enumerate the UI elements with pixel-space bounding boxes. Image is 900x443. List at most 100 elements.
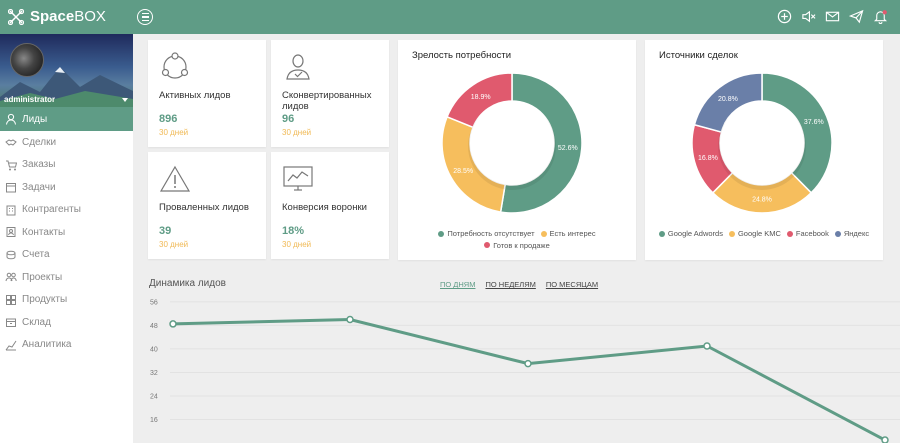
sidebar: administrator Лиды Сделки Заказы Задачи Конт… [0, 34, 133, 443]
sidebar-item-3[interactable]: Задачи [0, 176, 133, 199]
sidebar-item-8[interactable]: Продукты [0, 289, 133, 312]
sidebar-item-label: Склад [22, 316, 51, 328]
kpi-period: 30 дней [282, 240, 312, 249]
tab-by-months[interactable]: ПО МЕСЯЦАМ [545, 280, 599, 289]
legend-item[interactable]: Google Adwords [658, 228, 723, 239]
sidebar-item-label: Продукты [22, 294, 68, 306]
coins-icon [5, 249, 17, 261]
sidebar-item-0[interactable]: Лиды [0, 107, 133, 131]
donut-slice-label: 28.5% [453, 168, 473, 175]
send-icon[interactable] [849, 8, 864, 24]
calendar-icon [5, 181, 17, 193]
data-point[interactable] [881, 436, 889, 443]
legend-item[interactable]: Google KMC [728, 228, 781, 239]
legend-item[interactable]: Готов к продаже [484, 240, 550, 251]
handshake-icon [5, 136, 17, 148]
kpi-label: Проваленных лидов [159, 202, 249, 213]
legend-item[interactable]: Яндекс [834, 228, 869, 239]
sources-chart-card: Источники сделок 37.6% 24.8% 16.8% 20.8% Go… [645, 40, 883, 260]
maturity-donut-chart: 52.6% 28.5% 18.9% [441, 72, 583, 214]
sidebar-item-7[interactable]: Проекты [0, 266, 133, 289]
chart-legend: Google Adwords Google KMC Facebook Яндекс [655, 228, 873, 240]
y-tick-label: 40 [150, 346, 158, 353]
warning-icon [159, 165, 191, 192]
username[interactable]: administrator [4, 95, 56, 104]
sidebar-item-label: Аналитика [22, 339, 72, 351]
sidebar-item-2[interactable]: Заказы [0, 154, 133, 177]
app-logo[interactable]: SpaceBOX [0, 0, 133, 34]
donut-slice-label: 20.8% [718, 96, 738, 103]
legend-item[interactable]: Потребность отсутствует [438, 228, 535, 239]
user-icon [5, 113, 17, 125]
mute-icon[interactable] [801, 8, 816, 24]
bell-icon[interactable] [873, 8, 888, 24]
donut-slice-label: 52.6% [558, 145, 578, 152]
logo-text: SpaceBOX [30, 8, 106, 25]
cart-icon [5, 159, 17, 171]
donut-slice-label: 37.6% [804, 119, 824, 126]
sidebar-item-label: Счета [22, 249, 50, 261]
y-tick-label: 16 [150, 417, 158, 424]
y-tick-label: 56 [150, 299, 158, 306]
chart-title: Источники сделок [659, 50, 738, 61]
chart-legend: Потребность отсутствует Есть интерес Готов… [408, 228, 626, 251]
kpi-period: 30 дней [159, 128, 189, 137]
y-tick-label: 48 [150, 323, 158, 330]
building-icon [5, 204, 17, 216]
tab-by-days[interactable]: ПО ДНЯМ [440, 280, 476, 289]
donut-slice-label: 24.8% [752, 197, 772, 204]
plus-circle-icon[interactable] [777, 8, 792, 24]
kpi-period: 30 дней [159, 240, 189, 249]
contacts-icon [5, 226, 17, 238]
y-tick-label: 32 [150, 370, 158, 377]
sidebar-item-label: Контрагенты [22, 204, 81, 216]
data-point[interactable] [524, 359, 532, 368]
logo-icon [8, 9, 24, 25]
legend-item[interactable]: Есть интерес [540, 228, 596, 239]
kpi-card-funnel-conversion[interactable]: Конверсия воронки 18% 30 дней [271, 152, 389, 259]
user-panel: administrator [0, 34, 133, 107]
chart-title: Зрелость потребности [412, 50, 512, 61]
data-point[interactable] [346, 315, 354, 324]
sidebar-item-9[interactable]: Склад [0, 311, 133, 334]
kpi-value: 96 [282, 113, 295, 125]
sidebar-item-label: Контакты [22, 226, 66, 238]
avatar[interactable] [10, 43, 44, 77]
sidebar-item-5[interactable]: Контакты [0, 221, 133, 244]
sidebar-item-6[interactable]: Счета [0, 244, 133, 267]
mail-icon[interactable] [825, 8, 840, 24]
period-tabs: ПО ДНЯМ ПО НЕДЕЛЯМ ПО МЕСЯЦАМ [440, 280, 598, 289]
people-icon [5, 271, 17, 283]
legend-item[interactable]: Facebook [786, 228, 829, 239]
sidebar-item-label: Заказы [22, 159, 56, 171]
kpi-card-active-leads[interactable]: Активных лидов 896 30 дней [148, 40, 266, 147]
mountains-background [0, 67, 133, 107]
kpi-value: 896 [159, 113, 178, 125]
grid-icon [5, 294, 17, 306]
sidebar-item-label: Проекты [22, 271, 63, 283]
data-point[interactable] [169, 320, 177, 328]
kpi-period: 30 дней [282, 128, 312, 137]
data-point[interactable] [703, 342, 711, 350]
leads-line-chart: 56 48 40 32 24 16 [150, 299, 900, 443]
menu-toggle-icon[interactable] [137, 9, 153, 25]
cycle-icon [161, 52, 189, 79]
sidebar-nav: Лиды Сделки Заказы Задачи Контрагенты Контакт… [0, 107, 133, 356]
tab-by-weeks[interactable]: ПО НЕДЕЛЯМ [485, 280, 536, 289]
kpi-card-failed-leads[interactable]: Проваленных лидов 39 30 дней [148, 152, 266, 259]
user-check-icon [286, 54, 310, 80]
y-tick-label: 24 [150, 393, 158, 400]
sidebar-item-1[interactable]: Сделки [0, 131, 133, 154]
donut-slice-label: 16.8% [698, 155, 718, 162]
sidebar-item-10[interactable]: Аналитика [0, 334, 133, 357]
analytics-icon [5, 339, 17, 351]
series-line [172, 318, 886, 442]
sidebar-item-4[interactable]: Контрагенты [0, 199, 133, 222]
sidebar-item-label: Сделки [22, 136, 57, 148]
sidebar-item-label: Лиды [22, 113, 48, 125]
box-icon [5, 316, 17, 328]
chevron-down-icon[interactable] [122, 98, 128, 102]
kpi-card-converted-leads[interactable]: Сконвертированных лидов 96 30 дней [271, 40, 389, 147]
kpi-value: 39 [159, 225, 172, 237]
maturity-chart-card: Зрелость потребности 52.6% 28.5% 18.9% Пот… [398, 40, 636, 260]
